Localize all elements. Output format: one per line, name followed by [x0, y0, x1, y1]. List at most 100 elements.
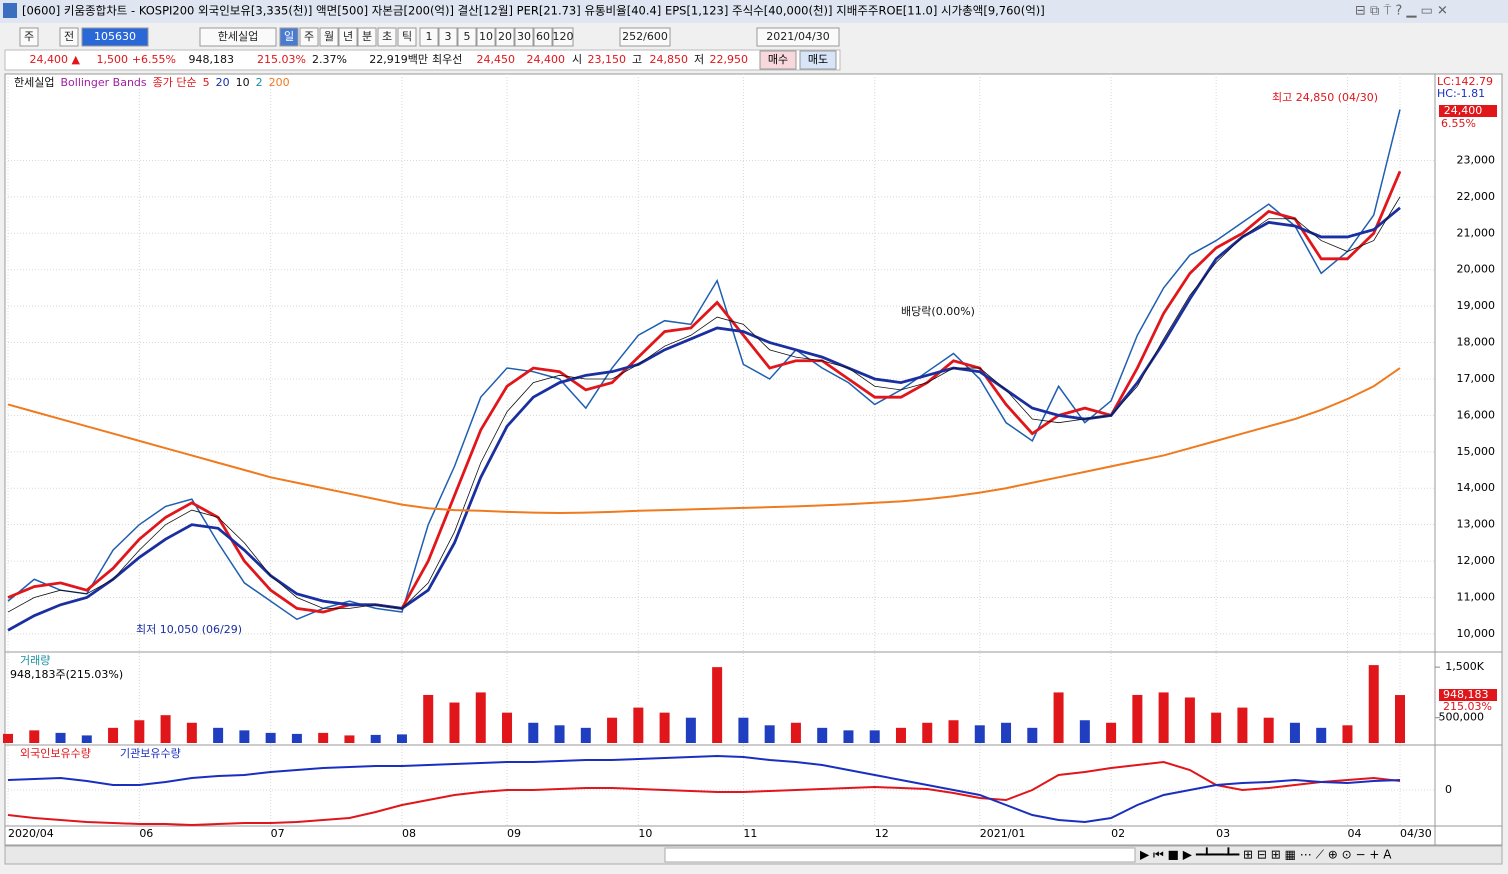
toolbar-button[interactable] [533, 27, 553, 47]
series-line [7, 206, 1401, 632]
volume-bar [1395, 695, 1405, 743]
toolbar-button[interactable] [299, 27, 319, 47]
order-label[interactable]: 매도 [808, 53, 828, 66]
volume-bar [1316, 727, 1327, 743]
volume-bar [186, 722, 197, 743]
toolbar-button[interactable] [495, 27, 515, 47]
scroll-thumb[interactable] [664, 847, 1136, 863]
volume-bar [1263, 717, 1274, 743]
toolbar-button[interactable] [756, 27, 840, 47]
series-line [7, 109, 1401, 621]
toolbar-label[interactable]: 120 [553, 30, 574, 43]
volume-bar [239, 730, 250, 743]
toolbar-button[interactable] [619, 27, 671, 47]
y-tick-label: 22,000 [1457, 190, 1496, 203]
legend-item: Bollinger Bands [60, 76, 146, 89]
x-tick-label: 04/30 [1400, 827, 1432, 840]
toolbar-button[interactable] [59, 27, 79, 47]
toolbar-label[interactable]: 한세실업 [218, 30, 258, 43]
quote-value: 24,450 [477, 53, 516, 66]
toolbar-button[interactable] [457, 27, 477, 47]
toolbar-button[interactable] [514, 27, 534, 47]
annotation: HC:-1.81 [1437, 87, 1485, 100]
volume-bar [291, 733, 302, 743]
toolbar-label[interactable]: 105630 [94, 30, 136, 43]
y-tick-label: 14,000 [1457, 481, 1496, 494]
volume-bar [1211, 712, 1222, 743]
quote-value: 고 [632, 53, 642, 66]
toolbar-label[interactable]: 년 [343, 30, 353, 43]
volume-bar [1184, 697, 1195, 743]
toolbar-label[interactable]: 일 [284, 29, 294, 43]
toolbar-label[interactable]: 분 [362, 30, 372, 43]
toolbar-label[interactable]: 252/600 [622, 30, 668, 43]
annotation: 최저 10,050 (06/29) [136, 623, 242, 636]
y-tick-label: 16,000 [1457, 408, 1496, 421]
toolbar-button[interactable] [279, 27, 299, 47]
toolbar-label[interactable]: 2021/04/30 [766, 30, 829, 43]
quote-value: 24,400 [527, 53, 566, 66]
toolbar-label[interactable]: 10 [479, 30, 493, 43]
volume-bar [29, 730, 40, 743]
y-tick-label: 11,000 [1457, 590, 1496, 603]
toolbar-label[interactable]: 60 [536, 30, 550, 43]
x-tick-label: 08 [402, 827, 416, 840]
volume-bar [712, 667, 723, 743]
toolbar-button[interactable] [476, 27, 496, 47]
window-title: [0600] 키움종합차트 - KOSPI200 외국인보유[3,335(천)]… [22, 4, 1045, 18]
toolbar-label[interactable]: 월 [324, 30, 334, 43]
toolbar-label[interactable]: 전 [64, 30, 74, 43]
volume-bar [396, 734, 407, 743]
volume-bar [869, 730, 880, 743]
toolbar-label[interactable]: 주 [304, 30, 314, 43]
y-tick-label: 18,000 [1457, 336, 1496, 349]
x-tick-label: 2020/04 [8, 827, 54, 840]
order-button[interactable] [759, 50, 797, 70]
series-line [7, 367, 1401, 514]
legend-item: 2 [256, 76, 263, 89]
toolbar-label[interactable]: 5 [464, 30, 471, 43]
toolbar-button[interactable] [552, 27, 574, 47]
volume-bar [423, 694, 434, 743]
quote-value: 948,183 [189, 53, 235, 66]
toolbar-button[interactable] [419, 27, 439, 47]
toolbar-button[interactable] [338, 27, 358, 47]
volume-bar [1079, 720, 1090, 743]
series-line [7, 760, 1401, 827]
annotation: 24,400 [1444, 104, 1483, 117]
toolbar-label[interactable]: 초 [382, 30, 392, 43]
volume-bar [1053, 692, 1064, 743]
toolbar-button[interactable] [199, 27, 277, 47]
legend-item: 한세실업 [14, 76, 54, 89]
toolbar-label[interactable]: 1 [426, 30, 433, 43]
window-controls[interactable]: ⊟ ⧉ ⍑ ? ▁ ▭ ✕ [1355, 4, 1448, 19]
y-tick-label: 19,000 [1457, 299, 1496, 312]
x-tick-label: 11 [743, 827, 757, 840]
y-tick-label: 17,000 [1457, 372, 1496, 385]
toolbar-label[interactable]: 20 [498, 30, 512, 43]
panel-title: 거래량 [20, 654, 50, 667]
toolbar-label[interactable]: 주 [24, 30, 34, 43]
y-tick-label: 0 [1445, 783, 1452, 796]
toolbar-button[interactable] [397, 27, 417, 47]
toolbar-button[interactable] [438, 27, 458, 47]
order-label[interactable]: 매수 [768, 53, 788, 66]
toolbar-label[interactable]: 30 [517, 30, 531, 43]
x-tick-label: 04 [1347, 827, 1361, 840]
toolbar-label[interactable]: 3 [445, 30, 452, 43]
toolbar-button[interactable] [357, 27, 377, 47]
toolbar-button[interactable] [377, 27, 397, 47]
toolbar-button[interactable] [81, 27, 149, 47]
order-button[interactable] [799, 50, 837, 70]
toolbar-button[interactable] [19, 27, 39, 47]
toolbar-button[interactable] [319, 27, 339, 47]
quote-value: +6.55% [132, 53, 176, 66]
toolbar-label[interactable]: 틱 [402, 30, 412, 43]
scroll-controls[interactable]: ▶ ⏮ ■ ▶ ━┻━━┻━ ⊞ ⊟ ⊞ ▦ ⋯ ⟋ ⊕ ⊙ − + A [1140, 847, 1392, 862]
toolbar-bg [4, 49, 841, 71]
volume-bar [817, 727, 828, 743]
panel-subtitle: 948,183주(215.03%) [10, 668, 123, 681]
quote-value: 22,919백만 [369, 53, 428, 66]
